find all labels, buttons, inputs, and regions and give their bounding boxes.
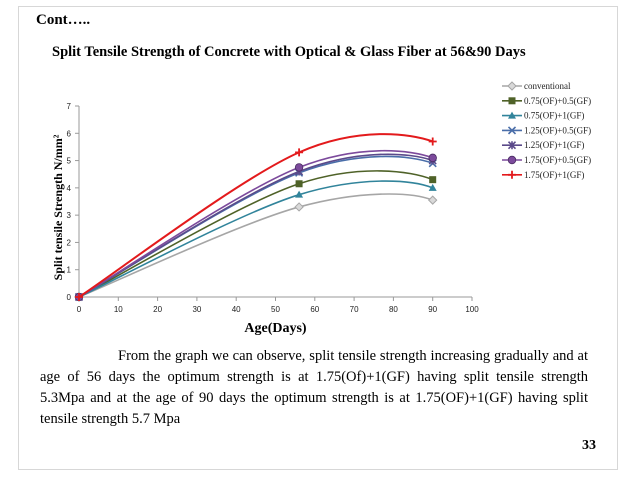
data-point-1-2 [429, 176, 437, 184]
legend-marker [508, 97, 516, 105]
data-point-2-2 [428, 183, 437, 191]
x-tick-label: 0 [77, 305, 82, 314]
chart-series [74, 133, 438, 302]
y-tick-label: 4 [67, 184, 72, 193]
series-line-5 [78, 149, 433, 298]
legend-label: 1.75(OF)+0.5(GF) [524, 155, 591, 165]
slide-paragraph: From the graph we can observe, split ten… [40, 348, 588, 427]
data-point-6-2 [428, 137, 437, 146]
x-tick-label: 20 [153, 305, 162, 314]
chart-title: Split Tensile Strength of Concrete with … [52, 44, 526, 60]
data-point-6-0 [75, 293, 83, 301]
x-tick-label: 30 [192, 305, 201, 314]
chart-legend: conventional 0.75(OF)+0.5(GF) 0.75(OF)+1(G… [502, 81, 591, 180]
legend-marker [507, 155, 517, 165]
y-tick-label: 3 [67, 211, 72, 220]
y-axis-label: Split tensile Strength N/mm² [51, 134, 65, 280]
data-point-6-1 [295, 148, 304, 157]
slide-frame [18, 6, 618, 470]
y-tick-label: 2 [67, 238, 72, 247]
y-tick-label: 1 [67, 266, 72, 275]
data-point-1-1 [295, 180, 303, 188]
series-line-1 [78, 170, 434, 298]
legend-label: 1.25(OF)+0.5(GF) [524, 125, 591, 135]
series-line-6 [78, 133, 434, 298]
data-point-0-2 [427, 195, 438, 205]
series-line-4 [78, 153, 433, 298]
x-tick-label: 70 [350, 305, 359, 314]
series-line-2 [78, 180, 433, 298]
x-tick-label: 10 [114, 305, 123, 314]
x-tick-label: 60 [310, 305, 319, 314]
legend-marker [508, 111, 516, 119]
y-tick-label: 7 [67, 102, 72, 111]
series-line-3 [78, 155, 433, 298]
y-tick-label: 0 [67, 293, 72, 302]
legend-label: 1.25(OF)+1(GF) [524, 140, 584, 150]
data-point-5-1 [294, 163, 304, 172]
x-tick-label: 100 [465, 305, 479, 314]
x-tick-label: 40 [232, 305, 241, 314]
y-tick-label: 5 [67, 157, 72, 166]
legend-label: 1.75(OF)+1(GF) [524, 170, 584, 180]
legend-label: conventional [524, 81, 571, 91]
data-point-5-2 [428, 153, 437, 163]
legend-marker [507, 141, 517, 150]
legend-label: 0.75(OF)+0.5(GF) [524, 96, 591, 106]
x-tick-label: 90 [428, 305, 437, 314]
series-line-0 [78, 193, 433, 298]
x-axis-label: Age(Days) [244, 321, 307, 336]
legend-marker [508, 170, 516, 179]
x-tick-label: 80 [389, 305, 398, 314]
data-point-0-1 [294, 202, 304, 212]
y-tick-label: 6 [67, 129, 72, 138]
legend-marker [507, 126, 517, 135]
data-point-2-1 [295, 190, 304, 198]
slide-heading: Cont….. [36, 12, 91, 28]
legend-label: 0.75(OF)+1(GF) [524, 111, 584, 121]
x-tick-label: 50 [271, 305, 280, 314]
legend-marker [507, 81, 517, 91]
page-number: 33 [582, 438, 596, 453]
